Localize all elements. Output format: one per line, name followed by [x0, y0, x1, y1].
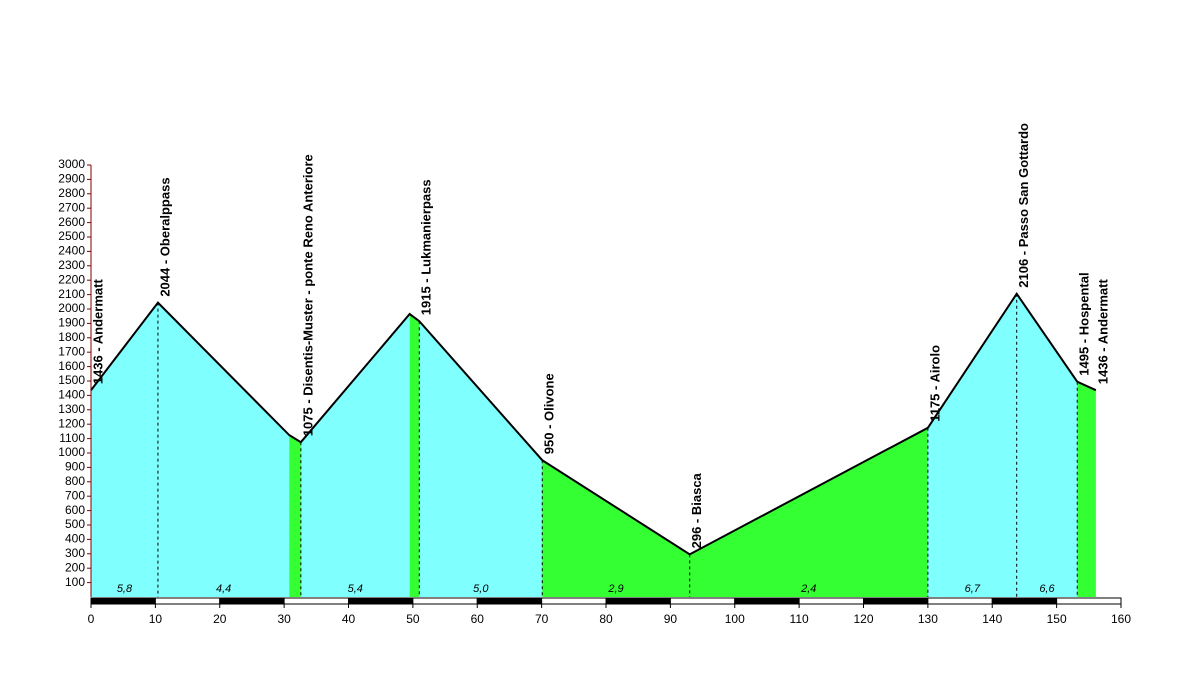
distance-band [154, 597, 221, 605]
point-label: 1075 - Disentis-Muster - ponte Reno Ante… [300, 154, 315, 436]
x-tick-label: 100 [725, 612, 745, 626]
gradient-label: 6,6 [1039, 583, 1055, 595]
point-label: 1495 - Hospental [1077, 272, 1092, 375]
x-tick-label: 10 [149, 612, 163, 626]
distance-band [863, 597, 929, 605]
profile-segment [157, 302, 290, 597]
x-tick-label: 160 [1111, 612, 1131, 626]
y-tick-label: 500 [65, 517, 85, 531]
distance-band [669, 597, 736, 605]
point-label: 2106 - Passo San Gottardo [1016, 123, 1031, 288]
point-label: 950 - Olivone [542, 373, 557, 454]
y-tick-label: 2600 [58, 215, 85, 229]
distance-band [348, 597, 414, 605]
y-tick-label: 300 [65, 546, 85, 560]
y-tick-label: 1000 [58, 445, 85, 459]
y-tick-label: 400 [65, 532, 85, 546]
y-tick-label: 1400 [58, 388, 85, 402]
gradient-label: 4,4 [216, 583, 231, 595]
y-tick-label: 1200 [58, 416, 85, 430]
y-tick-label: 900 [65, 460, 85, 474]
x-tick-label: 90 [664, 612, 678, 626]
point-label: 1436 - Andermatt [1095, 279, 1110, 385]
profile-segment [289, 435, 301, 597]
y-tick-label: 2300 [58, 258, 85, 272]
y-tick-label: 1700 [58, 344, 85, 358]
y-tick-label: 1100 [59, 431, 85, 445]
point-label: 2044 - Oberalppass [157, 177, 172, 296]
profile-segment [689, 427, 928, 597]
profile-segment [419, 321, 543, 597]
profile-segment [91, 302, 158, 597]
y-tick-label: 2900 [58, 172, 85, 186]
x-tick-label: 50 [406, 612, 420, 626]
x-tick-label: 80 [599, 612, 613, 626]
gradient-label: 5,4 [348, 583, 363, 595]
y-tick-label: 2400 [58, 244, 85, 258]
y-tick-label: 1600 [58, 359, 85, 373]
point-label: 296 - Biasca [689, 472, 704, 548]
profile-segment [1077, 381, 1096, 597]
distance-band [412, 597, 478, 605]
profile-segment [542, 460, 690, 597]
y-tick-label: 3000 [58, 157, 85, 171]
y-tick-label: 800 [65, 474, 85, 488]
profile-segment [927, 293, 1017, 597]
y-tick-label: 700 [65, 488, 85, 502]
distance-band [541, 597, 607, 605]
y-tick-label: 1800 [58, 330, 85, 344]
x-tick-label: 60 [471, 612, 485, 626]
y-tick-label: 100 [65, 575, 85, 589]
y-tick-label: 1300 [58, 402, 85, 416]
distance-band [991, 597, 1058, 605]
point-label: 1175 - Airolo [927, 345, 942, 422]
profile-segment [300, 314, 410, 597]
x-tick-label: 120 [853, 612, 873, 626]
gradient-label: 6,7 [965, 583, 981, 595]
distance-band [798, 597, 864, 605]
x-tick-label: 110 [790, 612, 809, 626]
y-tick-label: 600 [65, 503, 85, 517]
point-label: 1915 - Lukmanierpass [419, 179, 434, 315]
x-tick-label: 40 [342, 612, 356, 626]
y-tick-label: 2100 [58, 287, 85, 301]
y-tick-label: 200 [65, 560, 85, 574]
gradient-label: 5,0 [473, 583, 489, 595]
profile-line [90, 291, 1097, 556]
x-tick-label: 30 [277, 612, 291, 626]
profile-segment [1016, 293, 1078, 597]
x-tick-label: 150 [1047, 612, 1067, 626]
x-tick-label: 20 [213, 612, 227, 626]
y-tick-label: 2500 [58, 229, 85, 243]
distance-band [283, 597, 349, 605]
gradient-label: 2,4 [800, 583, 816, 595]
y-tick-label: 1500 [58, 373, 85, 387]
distance-band [90, 597, 156, 605]
distance-band [927, 597, 993, 605]
y-tick-label: 1900 [58, 316, 85, 330]
distance-band [605, 597, 671, 605]
y-tick-label: 2000 [58, 301, 85, 315]
x-tick-label: 70 [535, 612, 549, 626]
distance-band [1056, 597, 1122, 605]
x-tick-label: 130 [918, 612, 938, 626]
distance-band [219, 597, 285, 605]
x-tick-label: 140 [982, 612, 1002, 626]
distance-band [476, 597, 543, 605]
gradient-label: 2,9 [607, 583, 623, 595]
gradient-label: 5,8 [117, 583, 133, 595]
y-tick-label: 2200 [58, 272, 85, 286]
profile-segment [409, 314, 420, 597]
y-tick-label: 2800 [58, 186, 85, 200]
point-label: 1436 - Andermatt [90, 279, 105, 385]
y-tick-label: 2700 [58, 200, 85, 214]
x-tick-label: 0 [88, 612, 95, 626]
distance-band [734, 597, 800, 605]
